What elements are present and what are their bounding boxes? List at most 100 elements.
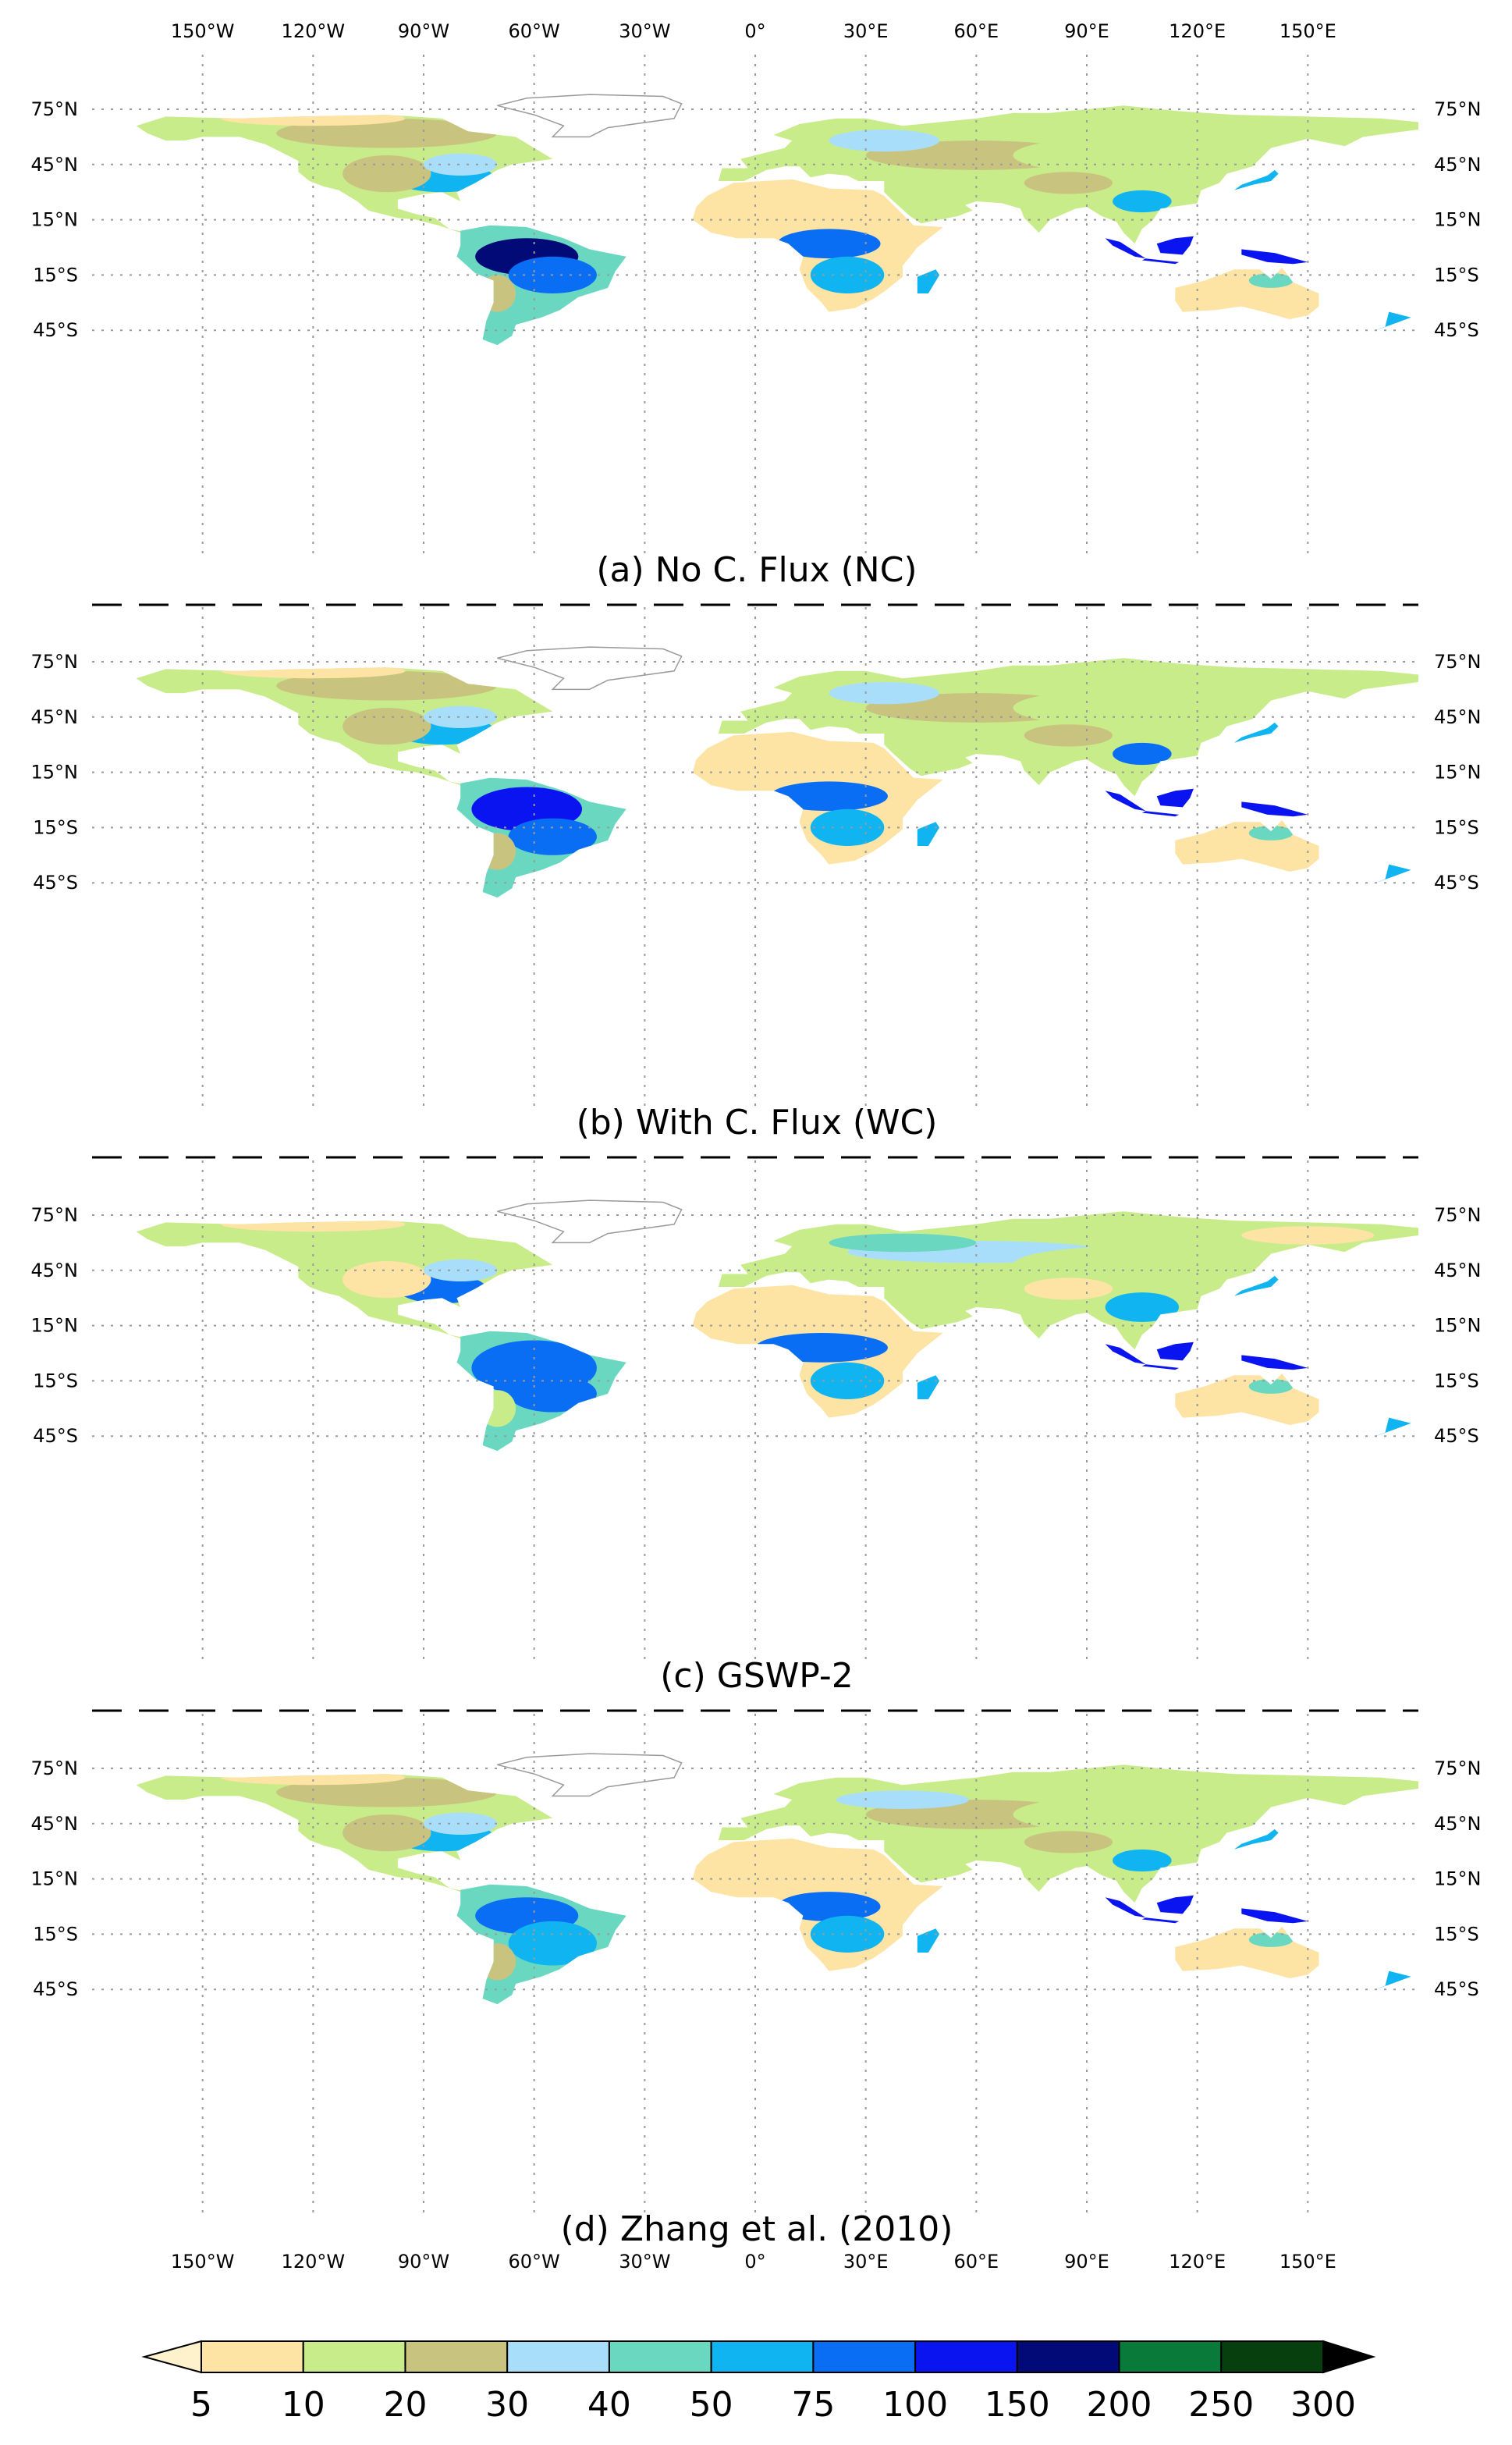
colorbar-tick-label: 10 xyxy=(282,2385,325,2425)
landmass-greenland xyxy=(497,1199,683,1244)
longitude-label: 90°W xyxy=(398,20,449,42)
latitude-label-left: 45°S xyxy=(33,319,78,341)
longitude-label: 0° xyxy=(744,20,765,42)
colorbar-segment xyxy=(608,2340,712,2373)
latitude-label-right: 15°S xyxy=(1434,816,1479,838)
landmass-java xyxy=(1141,1364,1180,1370)
value-patch xyxy=(1113,190,1172,213)
panel-title: (b) With C. Flux (WC) xyxy=(577,1103,938,1143)
latitude-label-left: 75°N xyxy=(31,1204,79,1226)
colorbar-segment xyxy=(1016,2340,1120,2373)
colorbar: 5 10 20 30 40 50 75 100 150 200 250 300 xyxy=(141,2340,1376,2425)
latitude-label-right: 45°S xyxy=(1434,1425,1479,1447)
landmass-nz xyxy=(1370,311,1411,332)
landmass-newguinea xyxy=(1241,1908,1308,1924)
value-patch xyxy=(1241,120,1375,139)
latitude-label-right: 15°S xyxy=(1434,1923,1479,1945)
value-patch xyxy=(1013,689,1234,727)
value-patch xyxy=(755,1333,888,1363)
landmass-japan xyxy=(1233,722,1279,743)
latitude-label-right: 45°N xyxy=(1434,1813,1482,1835)
latitude-label-left: 15°S xyxy=(33,1923,78,1945)
value-patch xyxy=(711,192,874,222)
latitude-label-right: 45°N xyxy=(1434,706,1482,728)
value-patch xyxy=(1248,273,1294,288)
latitude-label-left: 45°N xyxy=(31,154,79,176)
landmass-sumatra xyxy=(1105,791,1146,812)
longitude-label: 30°W xyxy=(619,2251,670,2273)
value-patch xyxy=(424,1812,498,1835)
latitude-label-right: 15°N xyxy=(1434,209,1482,231)
landmass-japan xyxy=(1233,1828,1279,1850)
landmass-greenland xyxy=(497,94,683,138)
colorbar-segment xyxy=(302,2340,406,2373)
latitude-label-right: 15°S xyxy=(1434,264,1479,286)
value-patch xyxy=(1013,137,1234,174)
colorbar-segment xyxy=(1220,2340,1324,2373)
value-patch xyxy=(343,708,431,745)
longitude-label: 120°W xyxy=(282,2251,346,2273)
latitude-label-right: 15°S xyxy=(1434,1370,1479,1391)
value-patch xyxy=(810,1362,885,1399)
landmass-java xyxy=(1141,811,1180,817)
longitude-label: 120°W xyxy=(282,20,346,42)
longitude-label: 150°E xyxy=(1280,20,1336,42)
colorbar-segment xyxy=(404,2340,509,2373)
value-patch xyxy=(696,1808,741,1828)
latitude-label-right: 75°N xyxy=(1434,1757,1482,1779)
colorbar-segment xyxy=(201,2340,304,2373)
value-patch xyxy=(424,153,498,176)
value-patch xyxy=(810,808,885,846)
latitude-label-right: 75°N xyxy=(1434,98,1482,120)
colorbar-tick-label: 20 xyxy=(383,2385,427,2425)
longitude-label: 30°E xyxy=(843,2251,889,2273)
landmass-java xyxy=(1141,258,1180,265)
colorbar-tick-label: 75 xyxy=(791,2385,835,2425)
landmass-greenland xyxy=(497,1753,683,1797)
colorbar-tick-label: 200 xyxy=(1087,2385,1152,2425)
landmass-newguinea xyxy=(1241,1355,1308,1370)
colorbar-tick-label: 250 xyxy=(1188,2385,1254,2425)
value-patch xyxy=(888,1949,917,1967)
latitude-label-left: 15°N xyxy=(31,1315,79,1337)
longitude-label: 90°W xyxy=(398,2251,449,2273)
landmass-madagascar xyxy=(917,822,940,846)
map-panels: (a) No C. Flux (NC) (b) With C. Flux (WC)… xyxy=(92,55,1418,2249)
latitude-label-right: 15°N xyxy=(1434,1315,1482,1337)
value-patch xyxy=(508,818,597,855)
value-patch xyxy=(1024,724,1113,747)
value-patch xyxy=(769,781,888,812)
latitude-label-left: 45°S xyxy=(33,1978,78,2000)
longitude-label: 150°W xyxy=(171,2251,235,2273)
latitude-label-left: 75°N xyxy=(31,1757,79,1779)
panel-title: (c) GSWP-2 xyxy=(660,1656,853,1696)
latitude-label-left: 15°S xyxy=(33,264,78,286)
longitude-label: 120°E xyxy=(1169,2251,1226,2273)
value-patch xyxy=(681,1294,866,1324)
colorbar-tick-label: 30 xyxy=(485,2385,529,2425)
latitude-label-right: 15°N xyxy=(1434,1868,1482,1890)
landmass-japan xyxy=(1233,169,1279,190)
latitude-label-left: 15°N xyxy=(31,209,79,231)
axis-labels: 150°W 120°W 90°W 60°W 30°W 0° 30°E 60°E 90°E 120°… xyxy=(31,20,1482,2273)
value-patch xyxy=(508,1375,597,1413)
landmass-newguinea xyxy=(1241,249,1308,265)
longitude-label: 60°W xyxy=(509,20,560,42)
value-patch xyxy=(1013,1246,1234,1284)
value-patch xyxy=(276,1777,498,1807)
landmass-greenland xyxy=(497,646,683,691)
latitude-label-right: 75°N xyxy=(1434,1204,1482,1226)
landmass-madagascar xyxy=(917,1928,940,1953)
value-patches xyxy=(221,663,1375,870)
value-patch xyxy=(276,118,498,148)
landmass-sumatra xyxy=(1105,1897,1146,1918)
value-patch xyxy=(343,1261,431,1299)
landmass-sumatra xyxy=(1105,1344,1146,1365)
landmass-nz xyxy=(1370,1417,1411,1438)
value-patch xyxy=(276,1224,498,1254)
latitude-label-left: 45°S xyxy=(33,872,78,894)
value-patch xyxy=(221,1217,406,1232)
value-patch xyxy=(711,745,874,774)
map-panel xyxy=(136,1199,1418,1452)
